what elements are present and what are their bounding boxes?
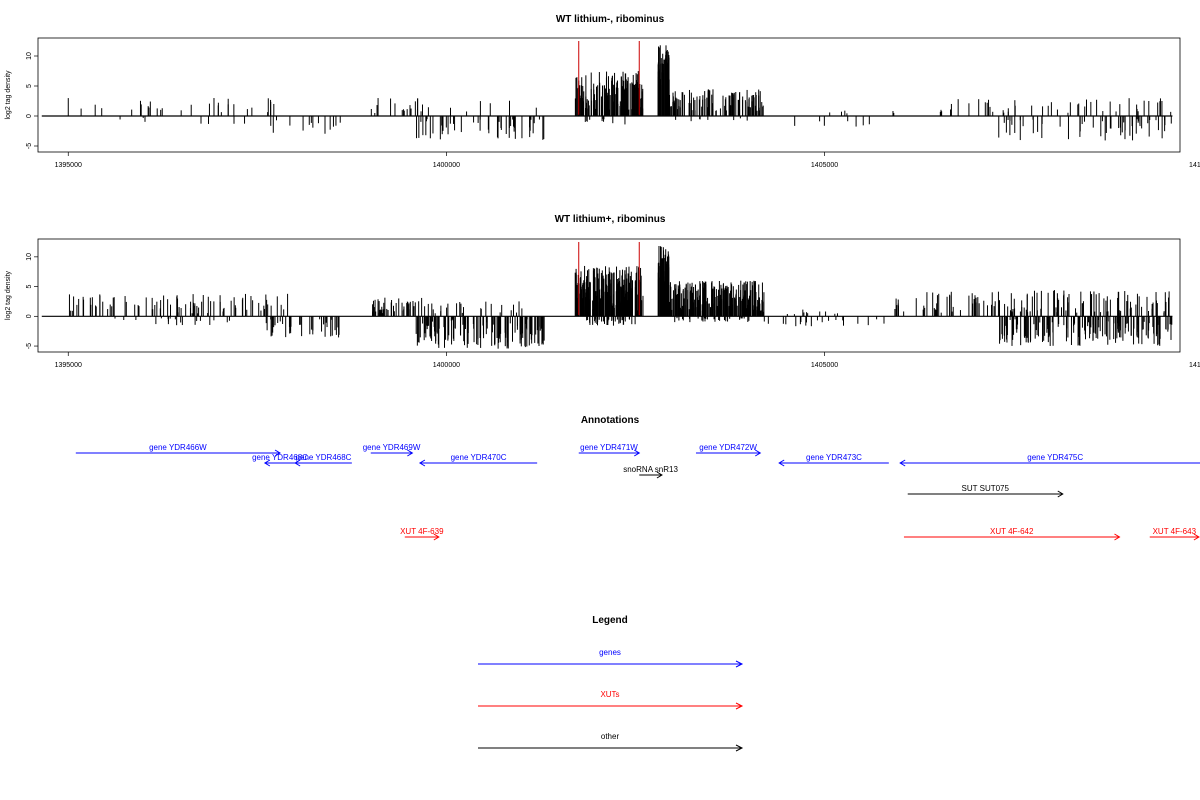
arrow-head: [418, 459, 426, 467]
annotation-feature: gene YDR470C: [418, 453, 538, 467]
y-tick-label: 0: [26, 114, 33, 118]
y-tick-label: 5: [26, 84, 33, 88]
feature-label: XUT 4F-639: [400, 527, 444, 536]
annotation-feature: gene YDR469W: [363, 443, 421, 457]
arrow-head: [263, 459, 271, 467]
annotation-feature: XUT 4F-639: [400, 527, 444, 541]
feature-label: gene YDR469W: [363, 443, 421, 452]
x-tick-label: 1410000: [1189, 362, 1200, 369]
feature-label: snoRNA snR13: [623, 465, 678, 474]
annotation-feature: gene YDR473C: [778, 453, 889, 467]
feature-label: gene YDR468C: [252, 453, 308, 462]
signal-bars: [68, 245, 1173, 349]
arrow-head: [274, 449, 281, 457]
legend-label: other: [601, 732, 620, 741]
arrow-head: [294, 459, 301, 467]
annotation-feature: gene YDR472W: [695, 443, 762, 457]
annotation-feature: gene YDR466W: [75, 443, 281, 457]
arrow-head: [433, 533, 440, 541]
signal-bars: [67, 45, 1172, 141]
legend-panel: Legend genes XUTs other: [478, 615, 744, 752]
arrow-head: [778, 459, 785, 467]
chart-title: WT lithium-, ribominus: [556, 14, 665, 25]
x-tick-label: 1395000: [55, 362, 82, 369]
feature-label: gene YDR470C: [451, 453, 507, 462]
annotation-feature: snoRNA snR13: [623, 465, 678, 479]
track-panel-lithium-minus: WT lithium-, ribominus log2 tag density -5…: [5, 14, 1200, 169]
legend-arrow-head: [735, 744, 744, 752]
arrow-head: [755, 449, 762, 457]
legend-item: other: [478, 732, 744, 752]
feature-label: SUT SUT075: [962, 484, 1010, 493]
chart-title: WT lithium+, ribominus: [555, 214, 666, 225]
y-axis-label: log2 tag density: [5, 270, 12, 320]
feature-label: XUT 4F-642: [990, 527, 1034, 536]
legend-arrow-head: [735, 702, 744, 710]
track-panel-lithium-plus: WT lithium+, ribominus log2 tag density -5…: [5, 214, 1200, 369]
arrow-head: [1057, 490, 1064, 498]
y-tick-label: 10: [26, 253, 33, 261]
y-tick-label: 0: [26, 314, 33, 318]
plot-frame: [37, 238, 1181, 353]
arrow-head: [899, 459, 906, 467]
feature-label: gene YDR475C: [1027, 453, 1083, 462]
arrow-head: [656, 471, 663, 479]
arrow-head: [633, 449, 641, 457]
legend-arrow-head: [735, 660, 744, 668]
feature-label: gene YDR468C: [296, 453, 352, 462]
annotation-feature: gene YDR475C: [899, 453, 1200, 467]
feature-label: gene YDR471W: [580, 443, 638, 452]
annotation-feature: XUT 4F-643: [1149, 527, 1200, 541]
y-tick-label: -5: [26, 343, 33, 349]
arrow-head: [1193, 533, 1200, 541]
legend-item: genes: [478, 648, 744, 668]
y-axis-label: log2 tag density: [5, 70, 12, 120]
annotation-feature: XUT 4F-642: [903, 527, 1121, 541]
feature-label: gene YDR466W: [149, 443, 207, 452]
y-tick-label: 10: [26, 52, 33, 60]
arrow-head: [1114, 533, 1121, 541]
annotations-title: Annotations: [581, 415, 640, 426]
legend-label: XUTs: [600, 690, 619, 699]
feature-label: gene YDR472W: [699, 443, 757, 452]
legend-label: genes: [599, 648, 621, 657]
x-tick-label: 1405000: [811, 362, 838, 369]
x-tick-label: 1405000: [811, 162, 838, 169]
legend-item: XUTs: [478, 690, 744, 710]
x-tick-label: 1410000: [1189, 162, 1200, 169]
legend-title: Legend: [592, 615, 628, 626]
annotation-feature: gene YDR468C: [252, 453, 308, 467]
arrow-head: [407, 449, 414, 457]
x-tick-label: 1395000: [55, 162, 82, 169]
y-tick-label: 5: [26, 285, 33, 289]
plot-frame: [37, 37, 1181, 153]
annotation-feature: SUT SUT075: [907, 484, 1064, 498]
x-tick-label: 1400000: [433, 362, 460, 369]
feature-label: XUT 4F-643: [1153, 527, 1197, 536]
annotation-feature: gene YDR468C: [294, 453, 352, 467]
feature-label: gene YDR473C: [806, 453, 862, 462]
x-tick-label: 1400000: [433, 162, 460, 169]
annotation-feature: gene YDR471W: [578, 443, 641, 457]
y-tick-label: -5: [26, 143, 33, 149]
